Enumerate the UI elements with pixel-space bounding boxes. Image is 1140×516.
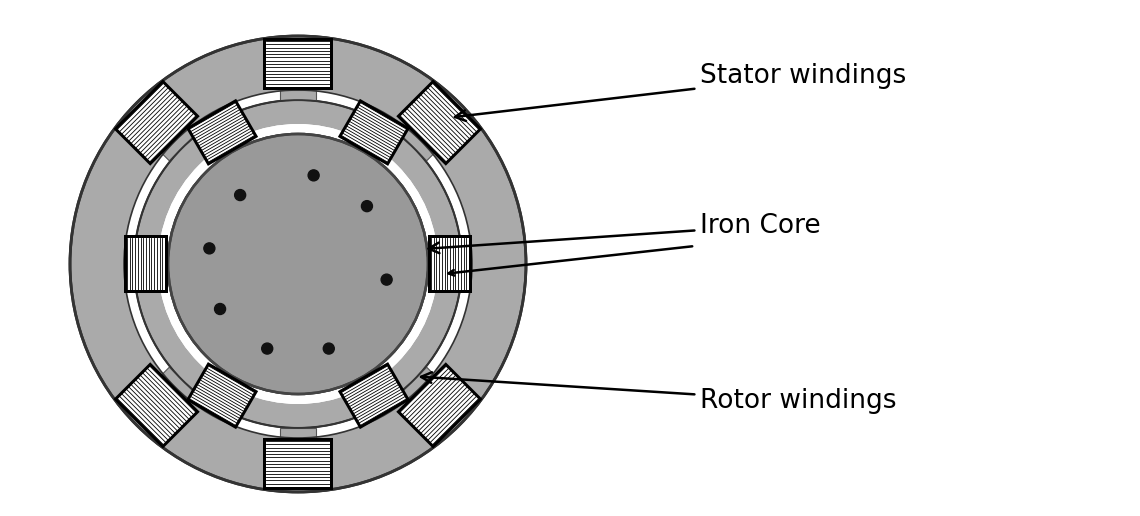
Circle shape	[168, 134, 428, 394]
Polygon shape	[351, 136, 380, 158]
Polygon shape	[401, 128, 433, 161]
Polygon shape	[215, 369, 245, 392]
Circle shape	[308, 170, 319, 181]
Circle shape	[158, 124, 438, 404]
Polygon shape	[215, 136, 245, 158]
Polygon shape	[124, 235, 168, 293]
Circle shape	[168, 134, 428, 394]
Circle shape	[235, 189, 245, 201]
Polygon shape	[162, 128, 195, 161]
Polygon shape	[190, 103, 254, 162]
Polygon shape	[117, 366, 195, 444]
Circle shape	[262, 343, 272, 354]
Polygon shape	[400, 366, 479, 444]
Text: Iron Core: Iron Core	[429, 213, 821, 253]
Polygon shape	[280, 428, 316, 438]
Polygon shape	[266, 441, 329, 487]
Polygon shape	[428, 235, 472, 293]
Circle shape	[124, 90, 472, 438]
Circle shape	[214, 303, 226, 314]
Polygon shape	[190, 366, 254, 425]
Polygon shape	[397, 362, 482, 448]
Polygon shape	[342, 103, 406, 162]
Circle shape	[381, 274, 392, 285]
Polygon shape	[114, 79, 200, 166]
Circle shape	[158, 124, 438, 404]
Circle shape	[135, 100, 462, 428]
Circle shape	[361, 201, 373, 212]
Polygon shape	[337, 362, 410, 429]
Polygon shape	[186, 99, 258, 166]
Polygon shape	[337, 99, 410, 166]
Polygon shape	[351, 369, 380, 392]
Polygon shape	[266, 41, 329, 87]
Polygon shape	[186, 362, 258, 429]
Polygon shape	[397, 79, 482, 166]
Polygon shape	[263, 438, 333, 490]
Polygon shape	[428, 250, 438, 278]
Polygon shape	[400, 84, 479, 162]
Polygon shape	[158, 250, 168, 278]
Polygon shape	[401, 367, 433, 400]
Polygon shape	[117, 84, 195, 162]
Polygon shape	[280, 90, 316, 100]
Polygon shape	[114, 362, 200, 448]
Polygon shape	[127, 238, 165, 290]
Circle shape	[204, 243, 214, 254]
Circle shape	[324, 343, 334, 354]
Polygon shape	[263, 38, 333, 90]
Text: Stator windings: Stator windings	[455, 63, 906, 121]
Text: Rotor windings: Rotor windings	[421, 372, 896, 414]
Polygon shape	[342, 366, 406, 425]
Polygon shape	[162, 367, 195, 400]
Circle shape	[70, 36, 526, 492]
Polygon shape	[431, 238, 469, 290]
